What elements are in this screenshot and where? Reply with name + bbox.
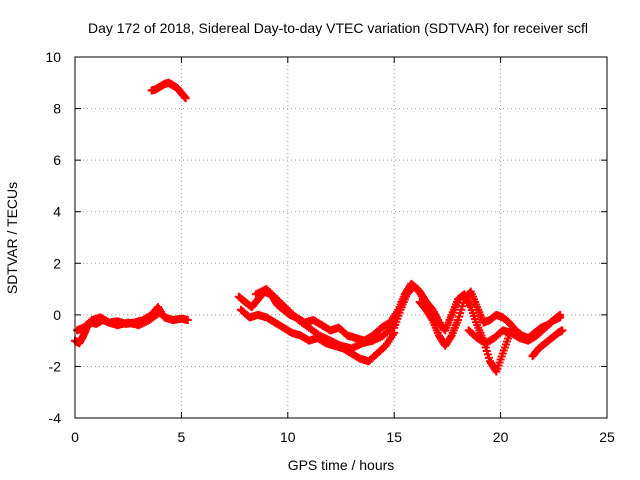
- y-axis-label: SDTVAR / TECUs: [4, 182, 20, 294]
- data-point: [556, 310, 565, 319]
- x-tick-label: 5: [178, 429, 186, 445]
- data-series: [390, 282, 514, 376]
- y-tick-label: 8: [53, 101, 61, 117]
- data-point: [558, 326, 567, 335]
- y-tick-label: 6: [53, 152, 61, 168]
- data-series: [73, 308, 165, 335]
- y-tick-label: 4: [53, 204, 61, 220]
- grid: [75, 57, 607, 418]
- x-tick-label: 25: [599, 429, 615, 445]
- y-tick-label: 0: [53, 307, 61, 323]
- axis-ticks: 0 5 10 15 20 25 -4 -2 0 2 4 6 8 10: [45, 49, 615, 445]
- plot-frame: [74, 56, 608, 419]
- x-tick-label: 0: [71, 429, 79, 445]
- data-points: [71, 78, 567, 376]
- y-tick-label: -2: [49, 358, 62, 374]
- data-point: [183, 316, 192, 325]
- y-tick-label: 10: [45, 49, 61, 65]
- y-tick-label: -4: [49, 410, 62, 426]
- data-point: [181, 94, 190, 103]
- data-series: [251, 285, 399, 353]
- data-series: [464, 310, 565, 348]
- x-tick-label: 20: [493, 429, 509, 445]
- x-tick-label: 10: [280, 429, 296, 445]
- chart-title: Day 172 of 2018, Sidereal Day-to-day VTE…: [88, 20, 588, 36]
- data-series: [528, 326, 567, 361]
- y-tick-label: 2: [53, 255, 61, 271]
- data-point: [156, 308, 165, 317]
- x-axis-label: GPS time / hours: [288, 457, 395, 473]
- data-series: [147, 78, 190, 103]
- x-tick-label: 15: [386, 429, 402, 445]
